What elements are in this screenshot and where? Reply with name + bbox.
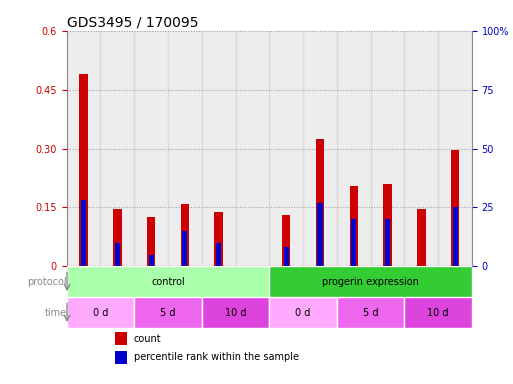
Bar — [202, 31, 235, 266]
Text: control: control — [151, 277, 185, 287]
Bar — [318, 203, 323, 266]
Bar — [370, 31, 404, 266]
Bar — [303, 31, 337, 266]
Bar — [383, 184, 392, 266]
Bar — [67, 297, 134, 328]
Bar — [417, 209, 425, 266]
Bar — [67, 266, 269, 297]
Bar — [316, 139, 324, 266]
Bar — [284, 247, 289, 266]
Bar — [385, 219, 390, 266]
Text: 5 d: 5 d — [363, 308, 379, 318]
Text: time: time — [45, 308, 67, 318]
Text: percentile rank within the sample: percentile rank within the sample — [133, 352, 299, 362]
Bar — [269, 31, 303, 266]
Text: 10 d: 10 d — [427, 308, 449, 318]
Bar — [67, 31, 101, 266]
Text: count: count — [133, 334, 161, 344]
Bar — [452, 207, 458, 266]
Bar — [101, 31, 134, 266]
Bar — [168, 31, 202, 266]
Text: GDS3495 / 170095: GDS3495 / 170095 — [67, 16, 198, 30]
Bar — [269, 266, 472, 297]
Bar — [134, 31, 168, 266]
Bar — [451, 151, 459, 266]
Bar — [337, 31, 370, 266]
Text: 5 d: 5 d — [160, 308, 176, 318]
Bar — [113, 209, 122, 266]
Bar — [202, 297, 269, 328]
Bar — [214, 212, 223, 266]
Bar — [438, 31, 472, 266]
Bar — [404, 31, 438, 266]
Bar — [182, 231, 187, 266]
Bar — [115, 243, 120, 266]
Bar — [351, 219, 357, 266]
Bar — [349, 186, 358, 266]
Bar — [269, 297, 337, 328]
Bar — [149, 255, 154, 266]
Bar — [80, 74, 88, 266]
Text: 0 d: 0 d — [93, 308, 108, 318]
Text: progerin expression: progerin expression — [322, 277, 419, 287]
Bar — [81, 200, 86, 266]
Bar — [181, 204, 189, 266]
Bar — [216, 243, 221, 266]
Bar — [115, 351, 127, 364]
Text: protocol: protocol — [27, 277, 67, 287]
Bar — [134, 297, 202, 328]
Bar — [235, 31, 269, 266]
Bar — [282, 215, 290, 266]
Bar — [404, 297, 472, 328]
Bar — [147, 217, 155, 266]
Bar — [337, 297, 404, 328]
Bar — [115, 332, 127, 345]
Text: 10 d: 10 d — [225, 308, 246, 318]
Text: 0 d: 0 d — [295, 308, 311, 318]
